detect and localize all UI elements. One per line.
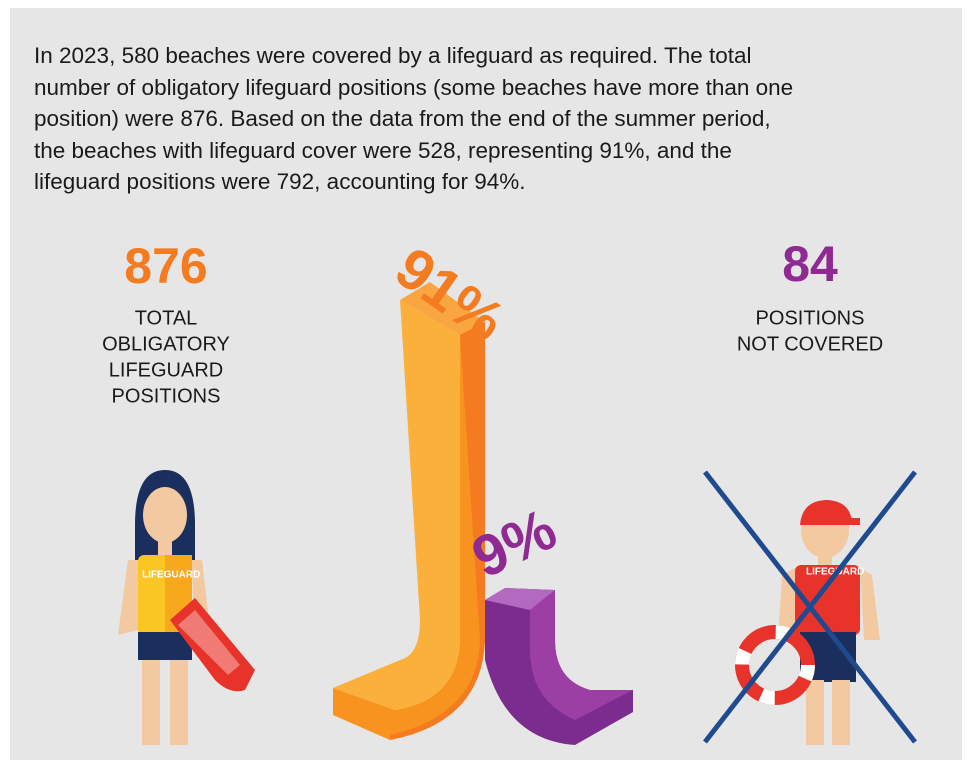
lifeguard-left: LIFEGUARD	[118, 470, 255, 745]
intro-line: position) were 876. Based on the data fr…	[34, 106, 771, 131]
intro-line: the beaches with lifeguard cover were 52…	[34, 138, 732, 163]
lifeguard-right: LIFEGUARD	[703, 470, 917, 745]
not-covered-value: 84	[782, 236, 838, 292]
total-label: POSITIONS	[112, 385, 221, 407]
not-covered-label: POSITIONS	[756, 307, 865, 329]
intro-line: lifeguard positions were 792, accounting…	[34, 169, 526, 194]
total-label: OBLIGATORY	[102, 333, 230, 355]
total-value: 876	[124, 238, 207, 294]
orange-shape	[333, 282, 485, 740]
total-label: LIFEGUARD	[109, 359, 223, 381]
not-covered-label: NOT COVERED	[737, 333, 883, 355]
total-label: TOTAL	[135, 307, 198, 329]
purple-shape	[485, 588, 633, 745]
intro-line: In 2023, 580 beaches were covered by a l…	[34, 43, 752, 68]
cross-line	[703, 470, 917, 744]
intro-line: number of obligatory lifeguard positions…	[34, 75, 793, 100]
intro: In 2023, 580 beaches were covered by a l…	[34, 43, 793, 194]
shirt-label: LIFEGUARD	[142, 570, 200, 581]
